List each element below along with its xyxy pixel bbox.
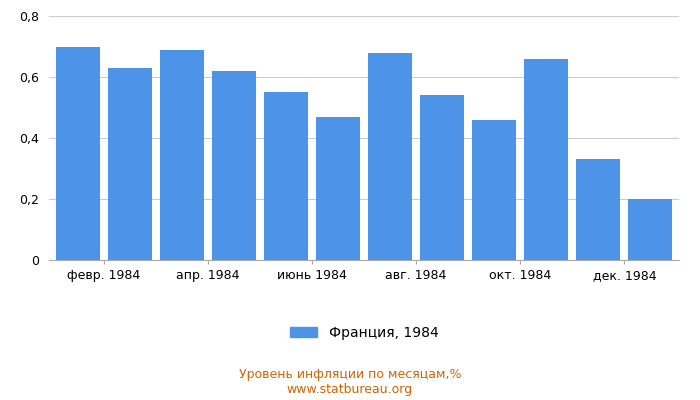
Bar (524, 59, 568, 260)
Bar (368, 53, 412, 260)
Bar (420, 95, 464, 260)
Bar (211, 71, 256, 260)
Bar (576, 159, 620, 260)
Bar (108, 68, 152, 260)
Legend: Франция, 1984: Франция, 1984 (284, 321, 444, 346)
Bar (160, 50, 204, 260)
Bar (55, 46, 100, 260)
Text: Уровень инфляции по месяцам,%
www.statbureau.org: Уровень инфляции по месяцам,% www.statbu… (239, 368, 461, 396)
Bar (264, 92, 308, 260)
Bar (316, 117, 360, 260)
Bar (628, 199, 673, 260)
Bar (472, 120, 517, 260)
